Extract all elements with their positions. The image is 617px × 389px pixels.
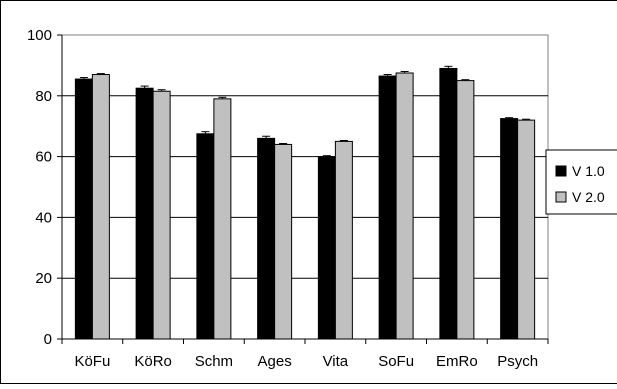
x-tick-label-2: Schm xyxy=(195,353,233,370)
bar-2-Psych xyxy=(518,120,535,339)
y-tick-label-5: 100 xyxy=(27,27,52,44)
x-tick-label-7: Psych xyxy=(497,353,538,370)
bar-1-SoFu xyxy=(379,76,396,339)
bar-1-KöFu xyxy=(75,79,92,339)
legend: V 1.0 V 2.0 xyxy=(546,150,617,214)
plot-area xyxy=(62,35,548,339)
x-tick-label-3: Ages xyxy=(258,353,292,370)
y-tick-label-0: 0 xyxy=(44,331,52,348)
bar-1-Vita xyxy=(318,157,335,339)
y-tick-label-4: 80 xyxy=(35,88,52,105)
y-tick-label-2: 40 xyxy=(35,209,52,226)
x-tick-label-6: EmRo xyxy=(436,353,478,370)
bar-2-KöRo xyxy=(153,91,170,339)
x-tick-label-5: SoFu xyxy=(378,353,414,370)
bar-1-Ages xyxy=(258,138,275,339)
legend-swatch-v1 xyxy=(556,166,566,176)
bar-2-Schm xyxy=(214,99,231,339)
bar-2-Vita xyxy=(335,141,352,339)
x-tick-label-0: KöFu xyxy=(74,353,110,370)
bar-2-EmRo xyxy=(457,81,474,339)
legend-label-v1: V 1.0 xyxy=(572,163,605,179)
y-tick-label-1: 20 xyxy=(35,270,52,287)
x-tick-label-1: KöRo xyxy=(134,353,172,370)
bar-2-KöFu xyxy=(92,75,109,339)
bar-2-Ages xyxy=(275,144,292,339)
y-tick-label-3: 60 xyxy=(35,149,52,166)
bar-1-KöRo xyxy=(136,88,153,339)
bar-1-Psych xyxy=(501,119,518,339)
bar-2-SoFu xyxy=(396,73,413,339)
legend-swatch-v2 xyxy=(556,192,566,202)
bar-1-EmRo xyxy=(440,68,457,339)
legend-label-v2: V 2.0 xyxy=(572,189,605,205)
bar-1-Schm xyxy=(197,134,214,339)
x-tick-label-4: Vita xyxy=(323,353,349,370)
